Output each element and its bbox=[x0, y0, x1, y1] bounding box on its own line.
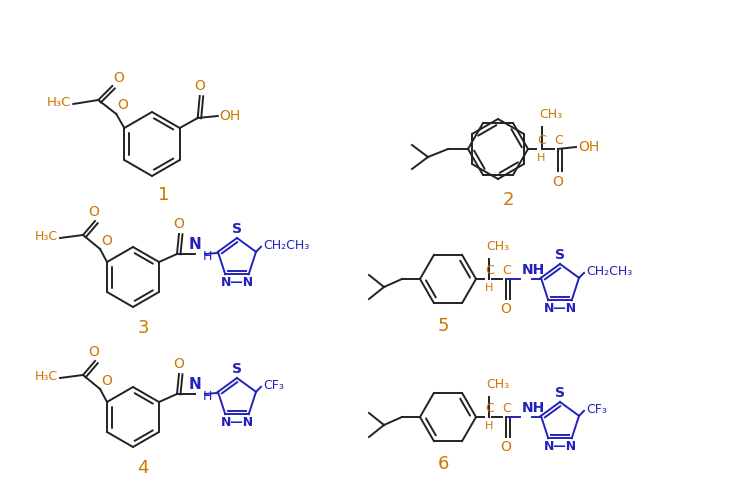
Text: O: O bbox=[88, 345, 100, 359]
Text: CH₃: CH₃ bbox=[539, 108, 562, 121]
Text: CH₃: CH₃ bbox=[486, 240, 509, 253]
Text: O: O bbox=[173, 357, 184, 371]
Text: H₃C: H₃C bbox=[47, 95, 71, 108]
Text: C: C bbox=[485, 264, 494, 277]
Text: C: C bbox=[554, 134, 562, 147]
Text: H: H bbox=[203, 390, 212, 403]
Text: N—N: N—N bbox=[220, 276, 254, 289]
Text: CH₂CH₃: CH₂CH₃ bbox=[263, 240, 309, 252]
Text: N—N: N—N bbox=[544, 302, 577, 315]
Text: O: O bbox=[117, 98, 128, 112]
Text: CF₃: CF₃ bbox=[263, 379, 284, 392]
Text: CF₃: CF₃ bbox=[586, 403, 607, 416]
Text: CH₃: CH₃ bbox=[486, 378, 509, 391]
Text: NH: NH bbox=[522, 263, 545, 277]
Text: N: N bbox=[188, 237, 201, 252]
Text: C: C bbox=[485, 402, 494, 415]
Text: H₃C: H₃C bbox=[35, 230, 58, 243]
Text: S: S bbox=[555, 248, 565, 262]
Text: H: H bbox=[537, 153, 545, 163]
Text: OH: OH bbox=[220, 109, 241, 123]
Text: O: O bbox=[500, 440, 512, 454]
Text: N—N: N—N bbox=[220, 416, 254, 429]
Text: H: H bbox=[485, 283, 494, 293]
Text: H: H bbox=[203, 250, 212, 262]
Text: H: H bbox=[485, 421, 494, 431]
Text: O: O bbox=[113, 71, 125, 85]
Text: O: O bbox=[101, 234, 112, 248]
Text: C: C bbox=[537, 134, 546, 147]
Text: O: O bbox=[88, 205, 100, 219]
Text: N: N bbox=[188, 377, 201, 392]
Text: O: O bbox=[173, 217, 184, 231]
Text: 4: 4 bbox=[137, 459, 148, 477]
Text: O: O bbox=[194, 79, 206, 93]
Text: 5: 5 bbox=[437, 317, 448, 335]
Text: 6: 6 bbox=[437, 455, 448, 473]
Text: O: O bbox=[500, 302, 512, 316]
Text: H₃C: H₃C bbox=[35, 369, 58, 383]
Text: CH₂CH₃: CH₂CH₃ bbox=[586, 265, 632, 278]
Text: 1: 1 bbox=[158, 186, 170, 204]
Text: S: S bbox=[232, 222, 242, 236]
Text: S: S bbox=[555, 386, 565, 400]
Text: S: S bbox=[232, 362, 242, 376]
Text: O: O bbox=[101, 374, 112, 388]
Text: O: O bbox=[553, 175, 563, 189]
Text: NH: NH bbox=[522, 401, 545, 415]
Text: C: C bbox=[502, 402, 511, 415]
Text: C: C bbox=[502, 264, 511, 277]
Text: 2: 2 bbox=[503, 191, 514, 209]
Text: N—N: N—N bbox=[544, 440, 577, 453]
Text: OH: OH bbox=[578, 140, 599, 154]
Text: 3: 3 bbox=[137, 319, 148, 337]
